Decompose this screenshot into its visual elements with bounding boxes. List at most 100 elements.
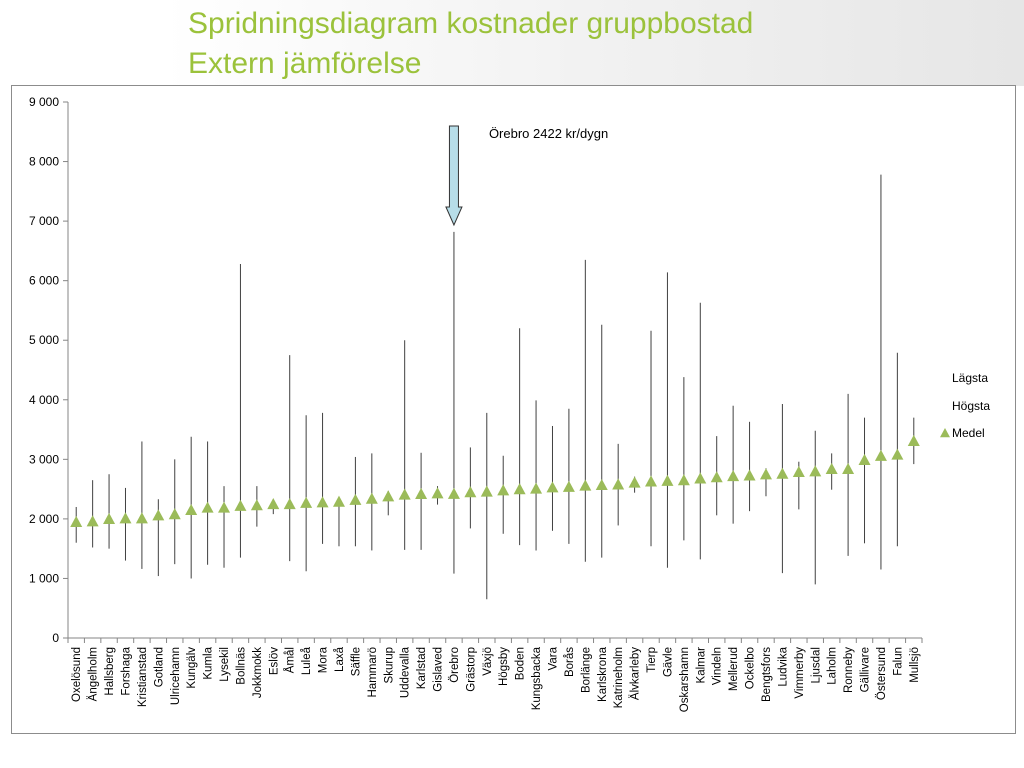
x-tick-label: Mellerud [728, 647, 740, 691]
y-tick-label: 6 000 [29, 274, 59, 288]
x-tick-label: Högsby [498, 647, 510, 686]
medel-marker [907, 434, 920, 446]
legend: Lägsta Högsta Medel [940, 371, 990, 440]
medel-marker [267, 498, 280, 510]
medel-marker [316, 496, 329, 508]
x-tick-label: Ludvika [777, 646, 789, 686]
x-tick-label: Kungsbacka [531, 646, 543, 710]
x-tick-label: Mullsjö [909, 647, 921, 683]
medel-marker [891, 448, 904, 460]
x-tick-label: Ljusdal [810, 647, 822, 683]
x-tick-label: Katrineholm [613, 647, 625, 708]
legend-label: Lägsta [952, 371, 988, 385]
medel-marker [234, 499, 247, 511]
stock-chart: 0 1 000 2 000 3 000 4 000 5 000 6 000 7 000 8 00… [29, 95, 990, 712]
medel-marker [332, 495, 345, 507]
medel-marker [218, 501, 231, 513]
x-tick-label: Boden [515, 647, 527, 680]
medel-marker [365, 492, 378, 504]
y-tick-label: 8 000 [29, 155, 59, 169]
medel-marker [135, 512, 148, 524]
x-tick-label: Oxelösund [71, 647, 83, 702]
medel-marker [431, 487, 444, 499]
x-tick-label: Gislaved [433, 647, 445, 692]
y-tick-label: 9 000 [29, 95, 59, 109]
x-tick-label: Ronneby [843, 647, 855, 693]
x-tick-label: Forshaga [120, 646, 132, 695]
medel-marker [628, 476, 641, 488]
medel-marker [694, 472, 707, 484]
range-lines [75, 174, 915, 600]
medel-marker [119, 512, 132, 524]
x-tick-label: Bengtsfors [761, 647, 773, 702]
medel-marker [415, 487, 428, 499]
medel-marker [677, 474, 690, 486]
x-tick-label: Karlskrona [597, 646, 609, 702]
medel-marker [201, 501, 214, 513]
medel-marker [382, 490, 395, 502]
x-tick-label: Hammarö [367, 647, 379, 697]
medel-marker [447, 487, 460, 499]
medel-marker [349, 493, 362, 505]
x-tick-label: Laholm [827, 647, 839, 685]
medel-marker [530, 482, 543, 494]
x-tick-label: Växjö [482, 647, 494, 676]
x-tick-label: Oskarshamn [679, 647, 691, 712]
legend-label: Medel [952, 426, 985, 440]
x-tick-label: Vara [547, 646, 559, 670]
x-tick-label: Örebro [449, 647, 461, 683]
medel-marker [300, 496, 313, 508]
x-tick-label: Gävle [662, 647, 674, 677]
medel-marker [645, 475, 658, 487]
medel-marker [743, 469, 756, 481]
title-band [0, 0, 1024, 86]
medel-marker [152, 509, 165, 521]
medel-marker [759, 468, 772, 480]
x-tick-label: Borås [564, 647, 576, 677]
medel-marker [497, 484, 510, 496]
x-tick-label: Vindeln [712, 647, 724, 685]
x-tick-label: Grästorp [465, 647, 477, 692]
x-axis [67, 637, 923, 643]
x-tick-label: Eslöv [268, 647, 280, 675]
x-tick-label: Jokkmokk [252, 647, 264, 698]
medel-marker [283, 498, 296, 510]
x-tick-label: Bollnäs [235, 647, 247, 685]
x-tick-label: Kumla [203, 646, 215, 679]
x-tick-label: Gällivare [860, 647, 872, 692]
x-tick-label: Mora [318, 646, 330, 673]
x-tick-label: Kalmar [695, 647, 707, 684]
chart-frame: 0 1 000 2 000 3 000 4 000 5 000 6 000 7 000 8 00… [11, 85, 1016, 734]
x-tick-label: Gotland [153, 647, 165, 687]
medel-markers [70, 434, 920, 527]
legend-marker-medel [940, 428, 950, 438]
medel-marker [480, 485, 493, 497]
x-tick-label: Älvkarleby [630, 647, 642, 700]
x-tick-label: Tierp [646, 647, 658, 673]
medel-marker [513, 483, 526, 495]
x-tick-label: Ockelbo [745, 647, 757, 689]
annotation-label: Örebro 2422 kr/dygn [489, 126, 608, 141]
medel-marker [398, 488, 411, 500]
medel-marker [612, 478, 625, 490]
x-tick-label: Östersund [876, 647, 888, 700]
medel-marker [825, 462, 838, 474]
x-tick-labels: Oxelösund Ängelholm Hallsberg Forshaga Krist… [71, 646, 921, 712]
medel-marker [562, 480, 575, 492]
x-tick-label: Luleå [301, 646, 313, 675]
y-axis: 0 1 000 2 000 3 000 4 000 5 000 6 000 7 000 8 00… [29, 95, 69, 645]
x-tick-label: Karlstad [416, 647, 428, 689]
medel-marker [842, 462, 855, 474]
medel-marker [70, 515, 83, 527]
y-tick-label: 2 000 [29, 512, 59, 526]
y-tick-label: 1 000 [29, 571, 59, 585]
slide-title-line-2: Extern jämförelse [188, 47, 422, 80]
x-tick-label: Laxå [334, 646, 346, 672]
medel-marker [168, 508, 181, 520]
medel-marker [792, 465, 805, 477]
x-tick-label: Kristianstad [137, 647, 149, 707]
medel-marker [595, 478, 608, 491]
medel-marker [103, 512, 116, 524]
medel-marker [546, 481, 559, 493]
annotation-arrow [445, 125, 463, 227]
